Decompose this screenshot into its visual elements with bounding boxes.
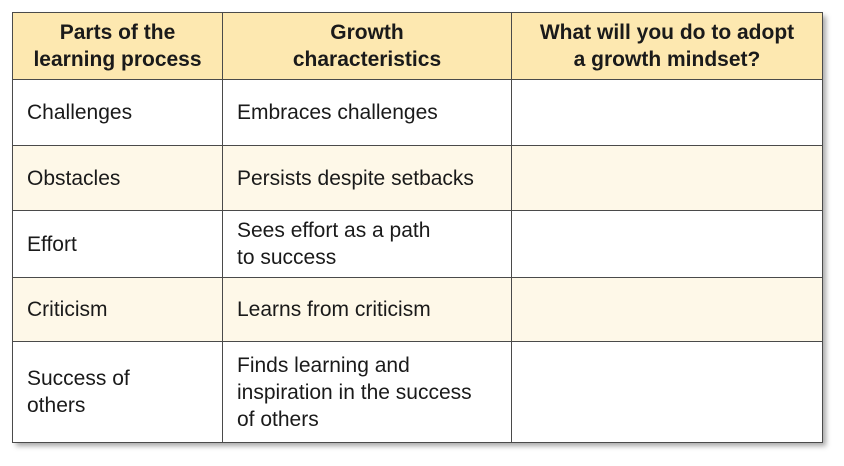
cell-response-blank[interactable] xyxy=(511,210,823,278)
table-header: Parts of the learning process Growth cha… xyxy=(12,12,823,80)
cell-growth-characteristic: Finds learning and inspiration in the su… xyxy=(222,341,512,443)
table-body: Challenges Embraces challenges Obstacles… xyxy=(12,79,823,443)
cell-learning-part: Criticism xyxy=(12,277,223,342)
growth-mindset-table-container: Parts of the learning process Growth cha… xyxy=(12,12,823,443)
header-adopt-growth-mindset: What will you do to adopt a growth minds… xyxy=(511,12,823,80)
cell-learning-part: Effort xyxy=(12,210,223,278)
header-growth-characteristics: Growth characteristics xyxy=(222,12,512,80)
cell-growth-characteristic: Sees effort as a path to success xyxy=(222,210,512,278)
cell-response-blank[interactable] xyxy=(511,277,823,342)
cell-response-blank[interactable] xyxy=(511,145,823,211)
header-row: Parts of the learning process Growth cha… xyxy=(12,12,823,80)
table-row: Challenges Embraces challenges xyxy=(12,79,823,146)
cell-growth-characteristic: Persists despite setbacks xyxy=(222,145,512,211)
table-row: Effort Sees effort as a path to success xyxy=(12,210,823,278)
cell-response-blank[interactable] xyxy=(511,79,823,146)
cell-learning-part: Challenges xyxy=(12,79,223,146)
cell-growth-characteristic: Learns from criticism xyxy=(222,277,512,342)
table-row: Success of others Finds learning and ins… xyxy=(12,341,823,443)
table-row: Obstacles Persists despite setbacks xyxy=(12,145,823,211)
header-parts-of-learning-process: Parts of the learning process xyxy=(12,12,223,80)
growth-mindset-table: Parts of the learning process Growth cha… xyxy=(12,12,823,443)
table-row: Criticism Learns from criticism xyxy=(12,277,823,342)
cell-learning-part: Success of others xyxy=(12,341,223,443)
cell-learning-part: Obstacles xyxy=(12,145,223,211)
cell-growth-characteristic: Embraces challenges xyxy=(222,79,512,146)
cell-response-blank[interactable] xyxy=(511,341,823,443)
